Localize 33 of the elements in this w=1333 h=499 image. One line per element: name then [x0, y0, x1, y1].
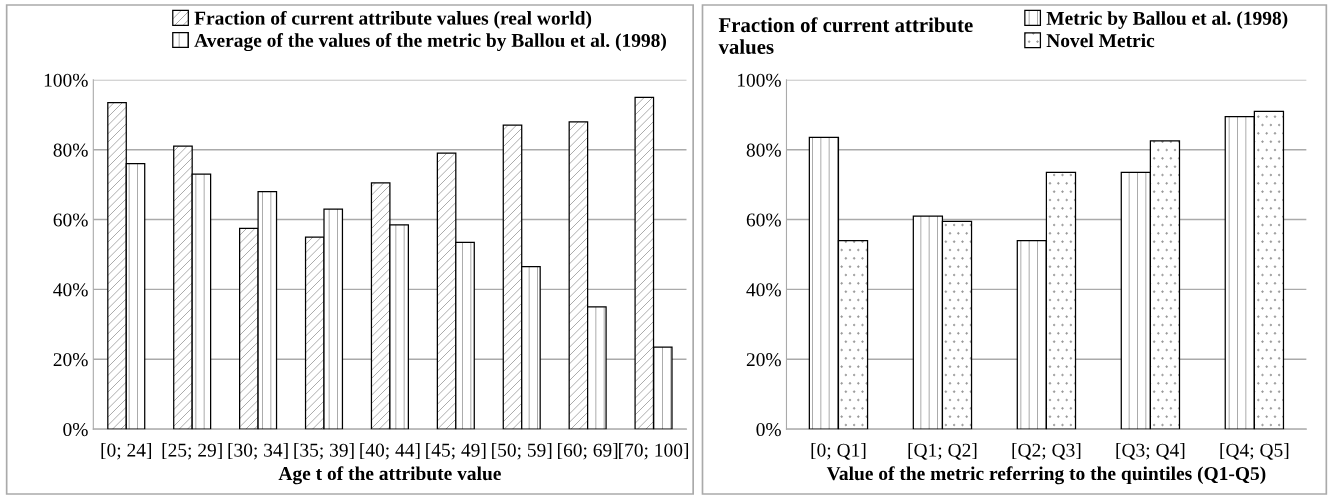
x-tick-label: [0; 24]	[101, 443, 152, 460]
y-tick-label: 40%	[53, 283, 88, 297]
x-tick-label: [0; Q1]	[811, 443, 866, 460]
y-tick-label: 60%	[746, 213, 781, 227]
x-tick-label: [45; 49]	[426, 443, 486, 460]
x-tick-label: [30; 34]	[228, 443, 288, 460]
x-tick-label: [70; 100]	[619, 443, 689, 460]
x-tick-label: [60; 69]	[558, 443, 618, 460]
y-tick-label: 80%	[53, 143, 88, 157]
y-tick-label: 0%	[63, 422, 88, 437]
legend-label: Average of the values of the metric by Ballou et al. (1998)	[194, 33, 666, 52]
y-tick-label: 20%	[746, 353, 781, 367]
x-tick-label: [25; 29]	[162, 443, 222, 460]
y-tick-label: 100%	[44, 73, 88, 87]
y-tick-label: 100%	[737, 73, 781, 87]
x-tick-label: [Q2; Q3]	[1012, 443, 1081, 460]
chart-title: Fraction of current attribute values	[718, 17, 973, 54]
y-tick-label: 0%	[756, 422, 781, 437]
y-tick-label: 20%	[53, 353, 88, 367]
legend-label: Fraction of current attribute values (real world)	[194, 10, 592, 29]
legend-label: Metric by Ballou et al. (1998)	[1046, 11, 1288, 29]
x-tick-label: [Q3; Q4]	[1116, 443, 1185, 460]
legend-label: Novel Metric	[1046, 33, 1155, 48]
y-tick-label: 60%	[53, 213, 88, 227]
x-tick-label: [35; 39]	[294, 443, 354, 460]
y-tick-label: 40%	[746, 283, 781, 297]
x-axis-title: Age t of the attribute value	[278, 466, 501, 485]
x-tick-label: [Q4; Q5]	[1220, 443, 1289, 460]
y-tick-label: 80%	[746, 143, 781, 157]
x-axis-title: Value of the metric referring to the quintiles (Q1-Q5)	[826, 466, 1266, 485]
x-tick-label: [50; 59]	[492, 443, 552, 460]
x-tick-label: [Q1; Q2]	[908, 443, 977, 460]
x-tick-label: [40; 44]	[360, 443, 420, 460]
